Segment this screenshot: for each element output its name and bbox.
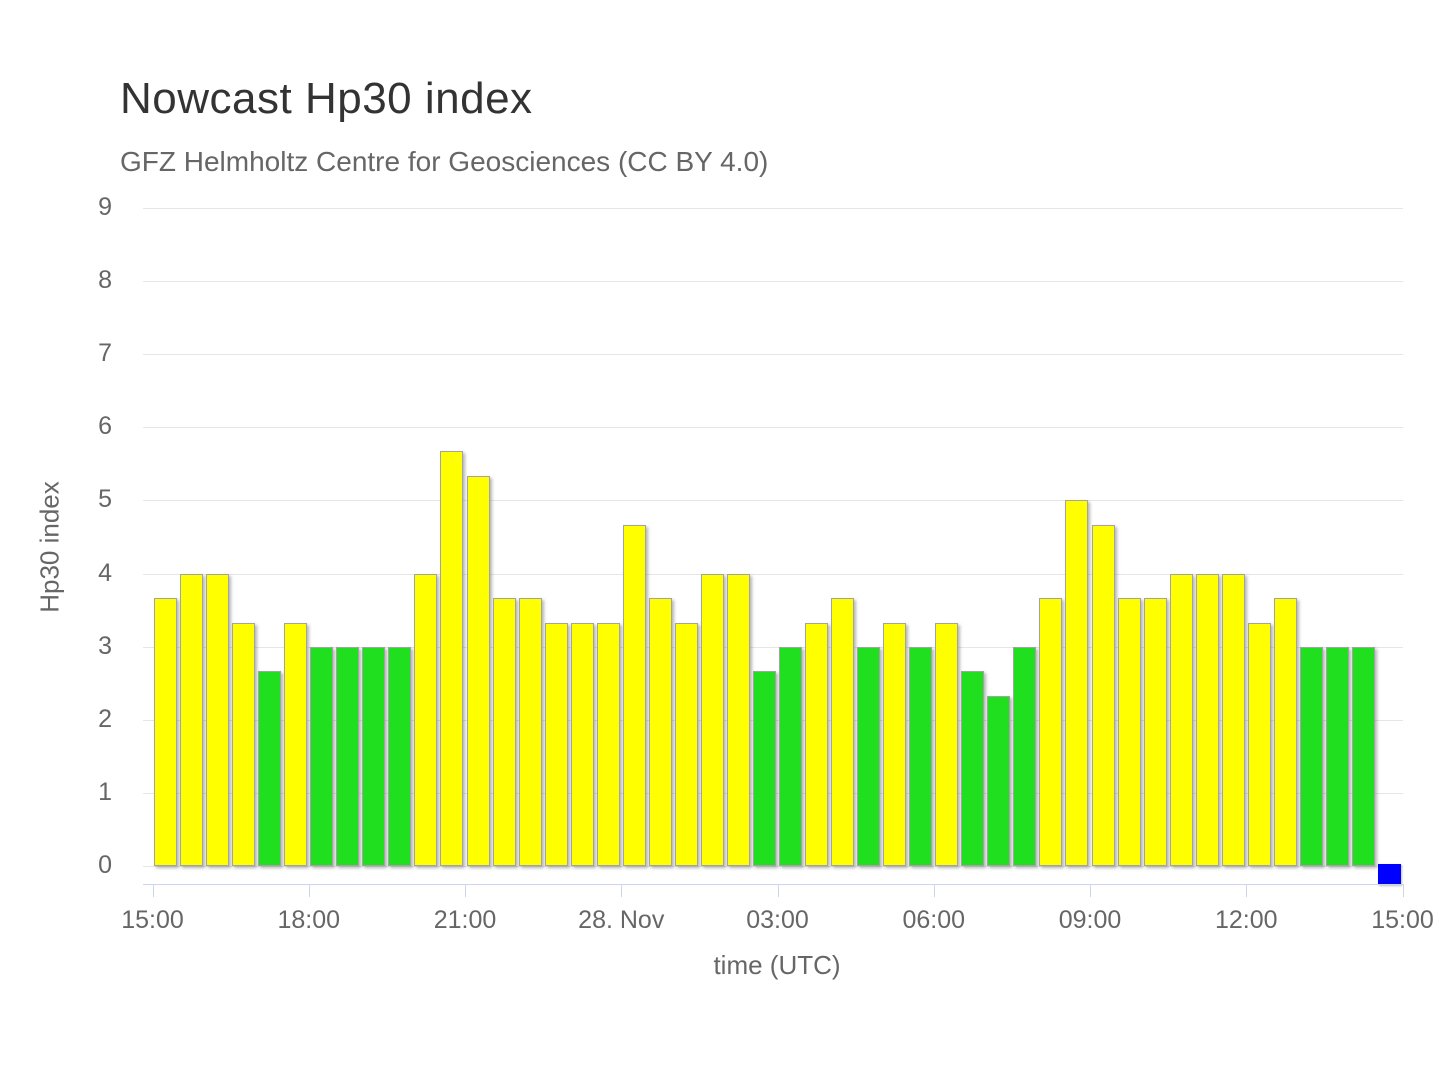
bar[interactable]: [1273, 597, 1297, 866]
bar[interactable]: [154, 597, 178, 866]
y-gridline: [143, 500, 1403, 502]
x-tick-label: 18:00: [277, 906, 341, 934]
bar[interactable]: [726, 573, 750, 866]
bar[interactable]: [466, 476, 490, 866]
x-tick: [933, 884, 935, 897]
bar[interactable]: [180, 573, 204, 866]
bar[interactable]: [518, 597, 542, 866]
bar[interactable]: [492, 597, 516, 866]
bar[interactable]: [440, 451, 464, 866]
bar[interactable]: [362, 646, 386, 866]
bar[interactable]: [1325, 646, 1349, 866]
y-gridline: [143, 208, 1403, 209]
y-gridline: [143, 866, 1403, 867]
bar[interactable]: [388, 646, 412, 866]
bar[interactable]: [1117, 597, 1141, 866]
chart-subtitle: GFZ Helmholtz Centre for Geosciences (CC…: [120, 146, 769, 177]
bar[interactable]: [622, 524, 646, 866]
bar[interactable]: [232, 622, 256, 866]
bar[interactable]: [284, 622, 308, 866]
x-tick: [152, 884, 154, 897]
chart-title: Nowcast Hp30 index: [120, 74, 533, 123]
y-tick-label: 7: [98, 339, 112, 368]
bar[interactable]: [831, 597, 855, 866]
x-axis-line: [143, 884, 1403, 885]
y-tick-label: 1: [98, 777, 112, 806]
bar[interactable]: [258, 670, 282, 866]
x-tick-label: 15:00: [121, 906, 184, 934]
y-tick-label: 4: [98, 558, 112, 587]
bar[interactable]: [1143, 597, 1167, 866]
bar[interactable]: [648, 597, 672, 866]
bar[interactable]: [779, 646, 803, 866]
x-axis-title: time (UTC): [713, 950, 841, 980]
bar[interactable]: [206, 573, 230, 866]
y-tick-label: 6: [98, 412, 112, 441]
bar[interactable]: [987, 695, 1011, 866]
bar[interactable]: [336, 646, 360, 866]
x-tick: [465, 884, 466, 897]
x-tick-label: 09:00: [1058, 906, 1122, 934]
bar[interactable]: [1221, 573, 1245, 866]
y-gridline: [143, 281, 1403, 283]
x-tick: [1246, 884, 1248, 897]
x-tick: [621, 884, 623, 897]
x-tick-label: 06:00: [902, 906, 966, 934]
x-tick: [1090, 884, 1091, 897]
bar[interactable]: [752, 670, 776, 866]
x-tick-label: 15:00: [1371, 906, 1434, 934]
bar[interactable]: [805, 622, 829, 866]
bar[interactable]: [961, 670, 985, 866]
latest-slot-marker[interactable]: [1377, 864, 1401, 885]
bar[interactable]: [1195, 573, 1219, 866]
bar[interactable]: [700, 573, 724, 866]
bar[interactable]: [1299, 646, 1323, 866]
x-tick-label: 28. Nov: [578, 906, 665, 934]
bar[interactable]: [1013, 646, 1037, 866]
bar[interactable]: [674, 622, 698, 866]
bar[interactable]: [1169, 573, 1193, 866]
x-tick-label: 12:00: [1214, 906, 1278, 934]
bar[interactable]: [310, 646, 334, 866]
bar[interactable]: [883, 622, 907, 866]
y-tick-label: 8: [98, 266, 112, 295]
bar[interactable]: [1351, 646, 1375, 866]
x-tick: [308, 884, 310, 897]
bar[interactable]: [1247, 622, 1271, 866]
bar[interactable]: [909, 646, 933, 866]
bar[interactable]: [414, 573, 438, 866]
y-tick-label: 0: [98, 850, 112, 879]
x-tick-label: 21:00: [433, 906, 497, 934]
y-tick-label: 3: [98, 631, 112, 660]
y-gridline: [143, 354, 1403, 356]
bar[interactable]: [935, 622, 959, 866]
x-tick-label: 03:00: [746, 906, 809, 934]
bar[interactable]: [544, 622, 568, 866]
y-tick-label: 9: [98, 192, 112, 221]
bar[interactable]: [857, 646, 881, 866]
bar[interactable]: [596, 622, 620, 866]
y-gridline: [143, 646, 1403, 648]
y-tick-label: 2: [98, 704, 112, 733]
bar[interactable]: [1091, 524, 1115, 866]
bar[interactable]: [570, 622, 594, 866]
y-tick-label: 5: [98, 485, 112, 514]
x-tick: [1402, 884, 1404, 897]
y-gridline: [143, 427, 1403, 429]
bar[interactable]: [1039, 597, 1063, 866]
bar[interactable]: [1065, 500, 1089, 866]
x-tick: [777, 884, 779, 897]
y-gridline: [143, 573, 1403, 575]
